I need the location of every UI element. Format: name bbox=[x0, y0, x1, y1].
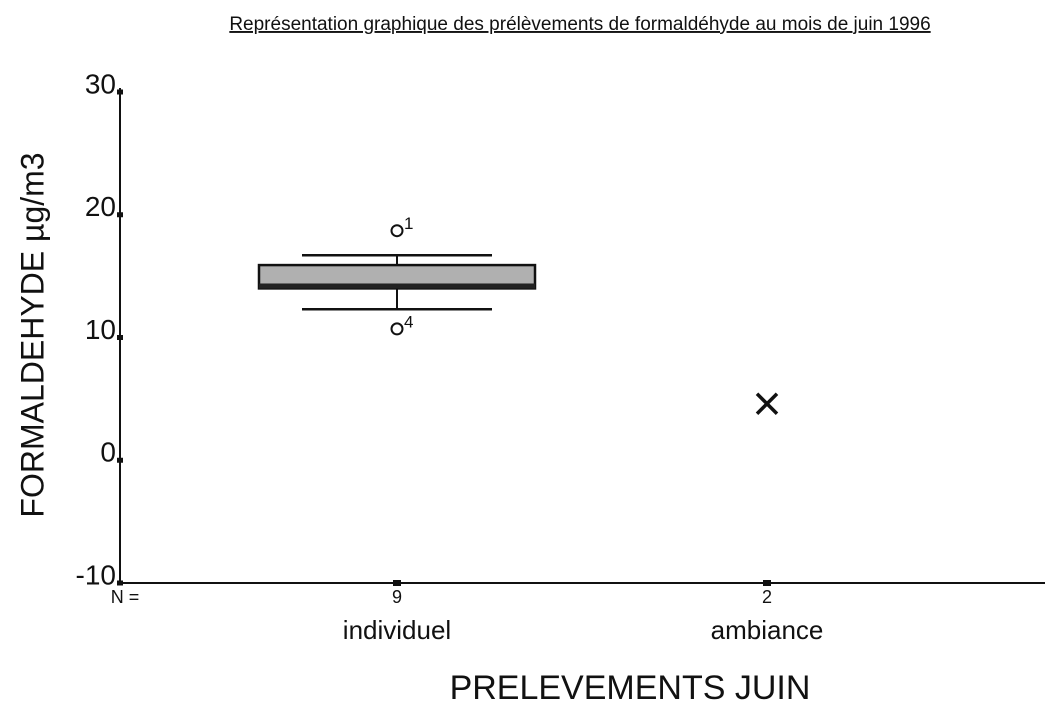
y-tick-label: 0 bbox=[100, 437, 116, 468]
outlier-label: 1 bbox=[404, 214, 413, 233]
x-axis-label: PRELEVEMENTS JUIN bbox=[450, 669, 811, 707]
y-tick-label: -10 bbox=[76, 559, 116, 590]
count: 9 bbox=[392, 587, 402, 607]
x-tick-label: individuel bbox=[343, 615, 451, 645]
count: 2 bbox=[762, 587, 772, 607]
median bbox=[259, 283, 535, 289]
y-axis-label: FORMALDEHYDE µg/m3 bbox=[14, 152, 50, 517]
x-tick-label: ambiance bbox=[711, 615, 824, 645]
x-tick bbox=[763, 580, 771, 586]
outlier bbox=[390, 322, 404, 336]
outlier-label: 4 bbox=[404, 312, 413, 331]
y-tick-label: 10 bbox=[85, 314, 116, 345]
outlier bbox=[390, 224, 404, 238]
count-label: N = bbox=[111, 587, 140, 607]
point-marker bbox=[755, 392, 779, 416]
y-tick-label: 20 bbox=[85, 191, 116, 222]
box bbox=[257, 263, 537, 290]
chart-title: Représentation graphique des prélèvement… bbox=[229, 14, 930, 35]
y-tick-label: 30 bbox=[85, 68, 116, 99]
x-tick bbox=[393, 580, 401, 586]
